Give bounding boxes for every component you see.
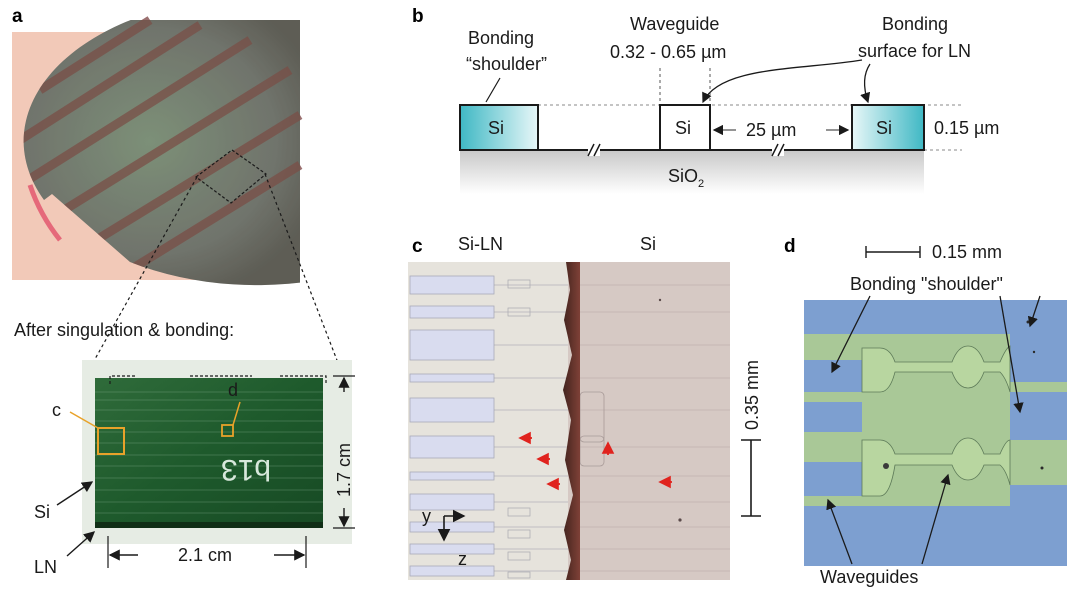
si-waveguide [659, 104, 711, 151]
dim-width-label: 2.1 cm [178, 545, 232, 565]
dim-height-label: 1.7 cm [334, 443, 354, 497]
si-shoulder-left [459, 104, 539, 151]
scale-label-c: 0.35 mm [742, 360, 762, 430]
label-si-a: Si [34, 502, 50, 522]
axis-z-label: z [458, 549, 467, 569]
bonding-surface-arrow-waveguide [702, 59, 863, 104]
scale-label-d: 0.15 mm [932, 242, 1002, 262]
arrow-ln-a [66, 531, 96, 557]
waveguides-label-d: Waveguides [820, 567, 918, 587]
panel-label-a: a [12, 6, 23, 27]
chip [95, 378, 323, 525]
shoulder-arrow-2 [999, 295, 1024, 414]
bonding-surface-arrow-shoulder [860, 63, 871, 104]
oxide-substrate [460, 150, 924, 194]
bonding-shoulder-line1: Bonding [468, 28, 534, 48]
zoom-line-right [264, 173, 341, 369]
waveguide-line1: Waveguide [630, 14, 719, 34]
label-ln-a: LN [34, 557, 57, 577]
caption-after-singulation: After singulation & bonding: [14, 320, 234, 340]
bonding-shoulder-line2: “shoulder” [466, 54, 547, 74]
waveguide-arrow-1 [826, 498, 853, 565]
wafer-pink-reflection [27, 184, 62, 242]
substrate-main: SiO [668, 166, 698, 186]
wafer-selection-box [194, 149, 267, 204]
bonding-shoulder-label-d: Bonding "shoulder" [850, 274, 1003, 294]
bonding-shoulder-leader [485, 77, 501, 103]
arrow-si-a [56, 481, 94, 506]
callout-box-d [221, 424, 234, 437]
thickness-label: 0.15 µm [934, 118, 999, 138]
shoulder-arrow-3 [1027, 295, 1041, 328]
panel-label-c: c [412, 236, 423, 257]
bonding-surface-line2: surface for LN [858, 41, 971, 61]
substrate-label: SiO2 [668, 166, 704, 190]
axis-break-left [587, 143, 601, 157]
panel-label-b: b [412, 6, 424, 27]
callout-line-c [69, 411, 99, 429]
region-si-ln-label: Si-LN [458, 234, 503, 254]
shoulder-arrow-1 [831, 295, 871, 374]
callout-d: d [228, 380, 238, 400]
substrate-subscript: 2 [698, 178, 704, 190]
region-si-label: Si [640, 234, 656, 254]
axis-break-right [771, 143, 785, 157]
callout-line-d [232, 401, 241, 426]
waveguide-arrow-2 [921, 473, 951, 565]
si-right-label: Si [876, 118, 892, 138]
micrograph-c [408, 262, 730, 580]
axis-y-label: y [422, 506, 431, 526]
panel-label-d: d [784, 236, 796, 257]
zoom-line-left [89, 176, 198, 369]
si-shoulder-right [851, 104, 925, 151]
callout-c: c [52, 400, 61, 420]
callout-box-c [97, 427, 125, 455]
bonding-surface-line1: Bonding [882, 14, 948, 34]
gap-label: 25 µm [746, 120, 796, 140]
si-mid-label: Si [675, 118, 691, 138]
chip-handwriting: b13 [221, 453, 271, 486]
micrograph-d [804, 300, 1067, 566]
chip-waveguide-lines [95, 391, 323, 514]
waveguide-width-label: 0.32 - 0.65 µm [610, 42, 726, 62]
chip-dashed-corner-right [280, 375, 327, 384]
chip-dashed-corner-left [109, 375, 136, 384]
si-left-label: Si [488, 118, 504, 138]
chip-ln-edge [95, 522, 323, 528]
